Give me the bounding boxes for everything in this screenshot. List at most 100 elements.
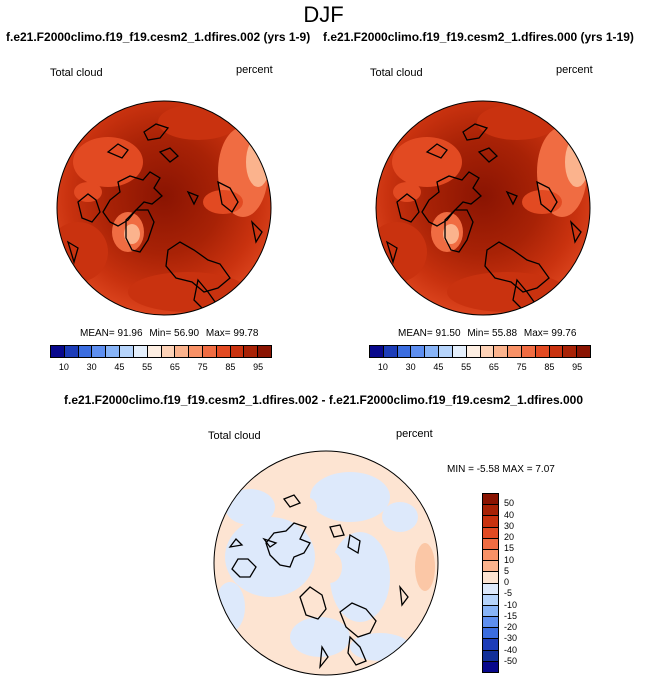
panel-right-case-title: f.e21.F2000climo.f19_f19.cesm2_1.dfires.… [323,30,634,44]
colorbar-swatch [425,346,440,357]
colorbar-tick-label: 95 [253,362,264,372]
colorbar-swatch [577,346,590,357]
colorbar-tick-label: -10 [504,599,518,610]
colorbar-tick-label: -50 [504,655,518,666]
colorbar-swatch [202,346,217,357]
colorbar-tick-label: 85 [544,362,555,372]
colorbar-swatch [120,346,134,357]
panel-left-colorbar [50,345,272,358]
panel-left-variable-label: Total cloud [50,67,103,79]
colorbar-tick-label: 30 [86,362,97,372]
colorbar-tick-label: 55 [142,362,153,372]
colorbar-swatch [508,346,522,357]
colorbar-tick-label: -20 [504,622,518,632]
colorbar-tick-label: 40 [504,509,515,520]
colorbar-tick-label: 45 [114,362,125,372]
colorbar-tick-label: 20 [504,532,515,542]
panel-right-colorbar [369,345,591,358]
colorbar-swatch [563,346,578,357]
colorbar-swatch [494,346,509,357]
colorbar-swatch [483,650,498,662]
colorbar-tick-label: 75 [197,362,208,372]
colorbar-tick-label: 95 [572,362,583,372]
colorbar-tick-label: 65 [488,362,499,372]
panel-left-mean: MEAN= 91.96 [80,328,143,339]
panel-right-polar-map [375,100,591,316]
panel-left-case-title: f.e21.F2000climo.f19_f19.cesm2_1.dfires.… [6,30,311,44]
colorbar-swatch [452,346,467,357]
colorbar-tick-label: 15 [504,543,515,554]
colorbar-swatch [483,516,498,528]
panel-right-stats: MEAN= 91.50 Min= 55.88 Max= 99.76 [398,328,580,339]
colorbar-swatch [370,346,384,357]
panel-left-units-label: percent [236,64,273,76]
colorbar-tick-label: 0 [504,577,510,587]
colorbar-swatch [480,346,495,357]
colorbar-swatch [258,346,271,357]
colorbar-tick-label: 75 [516,362,527,372]
colorbar-swatch [535,346,550,357]
colorbar-swatch [483,505,498,517]
colorbar-swatch [133,346,148,357]
colorbar-tick-label: 5 [504,565,510,576]
colorbar-swatch [161,346,176,357]
colorbar-tick-label: 10 [377,362,388,372]
difference-variable-label: Total cloud [208,430,261,442]
colorbar-swatch [483,572,498,584]
panel-left-max: Max= 99.78 [205,328,259,339]
colorbar-swatch [483,594,498,606]
colorbar-swatch [230,346,245,357]
colorbar-swatch [483,538,498,550]
colorbar-swatch [549,346,564,357]
colorbar-swatch [483,661,498,672]
colorbar-swatch [106,346,121,357]
colorbar-swatch [483,605,498,618]
figure-title: DJF [303,2,344,27]
colorbar-swatch [521,346,536,357]
colorbar-swatch [78,346,93,357]
panel-right-units-label: percent [556,64,593,76]
panel-left-polar-map [56,100,272,316]
panel-right-variable-label: Total cloud [370,67,423,79]
difference-units-label: percent [396,428,433,440]
colorbar-swatch [439,346,453,357]
colorbar-swatch [383,346,398,357]
colorbar-swatch [147,346,162,357]
panel-left-min: Min= 56.90 [149,328,200,339]
colorbar-tick-label: 30 [405,362,416,372]
colorbar-swatch [483,628,498,640]
panel-right-max: Max= 99.76 [523,328,577,339]
colorbar-swatch [64,346,79,357]
colorbar-tick-label: 85 [225,362,236,372]
colorbar-swatch [92,346,107,357]
colorbar-swatch [51,346,65,357]
colorbar-tick-label: 30 [504,520,515,531]
colorbar-swatch [466,346,481,357]
colorbar-swatch [189,346,203,357]
colorbar-swatch [483,527,498,539]
panel-right-min: Min= 55.88 [467,328,518,339]
colorbar-swatch [397,346,412,357]
difference-polar-map [213,450,439,676]
colorbar-tick-label: 10 [58,362,69,372]
colorbar-tick-label: -40 [504,644,518,655]
colorbar-swatch [483,494,498,506]
panel-left-stats: MEAN= 91.96 Min= 56.90 Max= 99.78 [80,328,262,339]
panel-right-mean: MEAN= 91.50 [398,328,461,339]
difference-colorbar [482,493,499,673]
colorbar-tick-label: 55 [461,362,472,372]
colorbar-swatch [483,549,498,562]
colorbar-swatch [483,583,498,595]
colorbar-tick-label: -30 [504,633,518,644]
colorbar-swatch [483,639,498,651]
colorbar-tick-label: 65 [169,362,180,372]
colorbar-tick-label: 50 [504,498,515,509]
colorbar-swatch [244,346,259,357]
colorbar-swatch [483,617,498,629]
colorbar-swatch [216,346,231,357]
colorbar-swatch [175,346,190,357]
colorbar-swatch [483,561,498,573]
difference-title: f.e21.F2000climo.f19_f19.cesm2_1.dfires.… [64,393,583,407]
colorbar-swatch [411,346,426,357]
colorbar-tick-label: 45 [433,362,444,372]
